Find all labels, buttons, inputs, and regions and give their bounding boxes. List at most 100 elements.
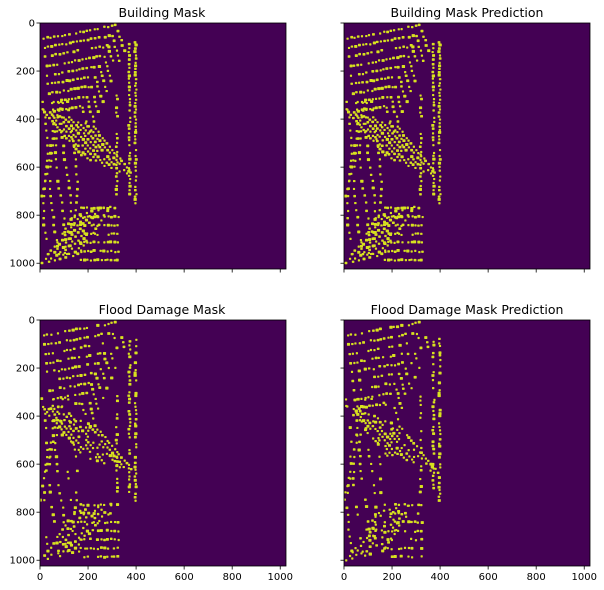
mask-pixel bbox=[59, 540, 62, 544]
mask-pixel bbox=[431, 374, 435, 377]
mask-pixel bbox=[106, 240, 110, 244]
mask-pixel bbox=[100, 258, 104, 262]
mask-pixel bbox=[113, 206, 117, 210]
mask-pixel bbox=[350, 440, 353, 443]
mask-pixel bbox=[116, 477, 119, 480]
mask-pixel bbox=[390, 434, 394, 438]
mask-pixel bbox=[97, 209, 100, 212]
mask-pixel bbox=[76, 86, 80, 90]
mask-pixel bbox=[125, 166, 129, 169]
mask-pixel bbox=[397, 547, 401, 551]
mask-pixel bbox=[373, 348, 376, 352]
mask-pixel bbox=[68, 376, 72, 380]
mask-pixel bbox=[97, 90, 101, 93]
mask-pixel bbox=[395, 528, 398, 532]
mask-pixel bbox=[418, 106, 423, 110]
mask-pixel bbox=[437, 394, 441, 398]
mask-pixel bbox=[420, 232, 423, 235]
mask-pixel bbox=[350, 45, 354, 48]
mask-pixel bbox=[44, 179, 47, 182]
mask-pixel bbox=[424, 44, 428, 47]
mask-pixel bbox=[363, 107, 366, 110]
mask-pixel bbox=[400, 352, 403, 355]
mask-pixel bbox=[399, 453, 403, 456]
mask-pixel bbox=[128, 98, 132, 101]
mask-pixel bbox=[109, 215, 113, 219]
mask-pixel bbox=[104, 521, 107, 525]
mask-pixel bbox=[379, 194, 383, 198]
mask-pixel bbox=[91, 115, 95, 118]
mask-pixel bbox=[432, 417, 436, 421]
mask-pixel bbox=[352, 389, 356, 392]
mask-pixel bbox=[368, 118, 372, 121]
mask-pixel bbox=[61, 246, 66, 249]
mask-pixel bbox=[368, 248, 371, 252]
mask-pixel bbox=[373, 513, 377, 516]
mask-pixel bbox=[42, 477, 46, 480]
mask-pixel bbox=[380, 126, 384, 129]
mask-pixel bbox=[381, 536, 384, 539]
mask-pixel bbox=[81, 429, 85, 433]
mask-pixel bbox=[84, 547, 87, 550]
mask-pixel bbox=[346, 484, 350, 487]
mask-pixel bbox=[42, 202, 45, 205]
mask-pixel bbox=[356, 434, 359, 437]
mask-pixel bbox=[390, 373, 393, 376]
mask-pixel bbox=[394, 66, 397, 69]
mask-pixel bbox=[350, 172, 353, 175]
mask-pixel bbox=[382, 213, 386, 217]
mask-pixel bbox=[128, 47, 131, 50]
mask-pixel bbox=[73, 222, 76, 225]
mask-pixel bbox=[397, 396, 400, 400]
mask-pixel bbox=[59, 359, 62, 363]
mask-pixel bbox=[355, 411, 358, 415]
mask-pixel bbox=[362, 128, 365, 132]
mask-pixel bbox=[357, 250, 361, 254]
mask-pixel bbox=[369, 348, 373, 352]
mask-pixel bbox=[100, 161, 104, 164]
mask-pixel bbox=[384, 77, 387, 80]
mask-pixel bbox=[134, 91, 137, 94]
mask-pixel bbox=[101, 100, 105, 104]
mask-pixel bbox=[438, 408, 442, 412]
mask-pixel bbox=[381, 356, 385, 359]
mask-pixel bbox=[389, 523, 393, 526]
mask-pixel bbox=[398, 517, 401, 520]
mask-pixel bbox=[75, 40, 78, 43]
mask-pixel bbox=[50, 81, 54, 85]
mask-pixel bbox=[108, 145, 111, 148]
mask-pixel bbox=[102, 372, 105, 375]
mask-pixel bbox=[113, 152, 116, 155]
mask-pixel bbox=[104, 85, 107, 88]
mask-pixel bbox=[133, 495, 137, 499]
mask-pixel bbox=[123, 169, 126, 172]
mask-pixel bbox=[431, 62, 435, 66]
mask-pixel bbox=[352, 413, 355, 417]
mask-pixel bbox=[53, 151, 58, 155]
mask-pixel bbox=[116, 137, 119, 140]
mask-pixel bbox=[78, 213, 82, 217]
mask-pixel bbox=[404, 367, 407, 370]
mask-pixel bbox=[397, 258, 401, 262]
mask-pixel bbox=[355, 209, 358, 212]
mask-pixel bbox=[53, 448, 57, 452]
mask-pixel bbox=[89, 457, 92, 460]
mask-pixel bbox=[371, 542, 374, 545]
mask-pixel bbox=[359, 238, 363, 242]
mask-pixel bbox=[62, 521, 65, 524]
mask-pixel bbox=[378, 394, 381, 397]
mask-pixel bbox=[106, 258, 109, 261]
mask-pixel bbox=[127, 139, 131, 142]
mask-pixel bbox=[114, 366, 117, 370]
mask-pixel bbox=[351, 352, 354, 355]
mask-pixel bbox=[77, 150, 81, 154]
mask-pixel bbox=[373, 194, 376, 197]
mask-pixel bbox=[391, 345, 394, 348]
mask-pixel bbox=[417, 320, 421, 324]
mask-pixel bbox=[75, 69, 78, 72]
mask-pixel bbox=[51, 352, 54, 355]
mask-pixel bbox=[54, 123, 58, 126]
mask-pixel bbox=[366, 158, 371, 162]
mask-pixel bbox=[371, 357, 374, 360]
mask-pixel bbox=[380, 144, 384, 148]
